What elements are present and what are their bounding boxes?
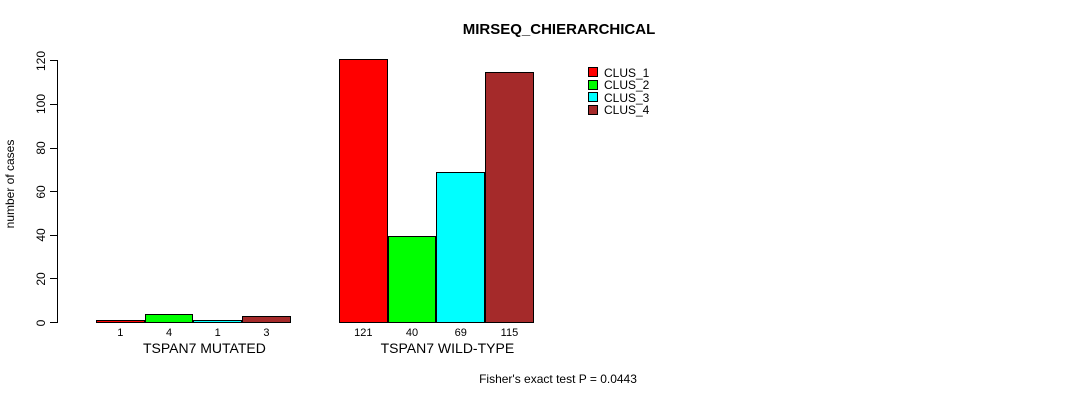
y-tick-label: 40 bbox=[34, 228, 48, 242]
bar-value-label: 4 bbox=[165, 327, 173, 339]
chart-title: MIRSEQ_CHIERARCHICAL bbox=[462, 21, 656, 38]
bar-clus_1-2 bbox=[339, 58, 388, 323]
bar-value-label: 1 bbox=[214, 327, 221, 339]
legend-swatch-clus_3 bbox=[588, 92, 598, 102]
y-tick-mark bbox=[50, 60, 57, 62]
y-tick-mark bbox=[50, 278, 57, 280]
bar-value-label: 1 bbox=[117, 327, 124, 339]
y-tick-label: 0 bbox=[34, 319, 48, 326]
category-label: TSPAN7 MUTATED bbox=[142, 340, 266, 356]
y-tick-mark bbox=[50, 234, 57, 236]
bar-value-label: 121 bbox=[354, 327, 373, 339]
y-tick-label: 60 bbox=[34, 184, 48, 199]
category-label: TSPAN7 WILD-TYPE bbox=[380, 340, 515, 356]
bar-clus_4-1 bbox=[242, 315, 291, 323]
bar-value-label: 69 bbox=[454, 327, 467, 339]
bar-value-label: 40 bbox=[405, 327, 419, 339]
y-tick-label: 20 bbox=[34, 272, 48, 286]
bar-clus_3-1 bbox=[193, 319, 243, 323]
bar-value-label: 3 bbox=[263, 327, 270, 339]
legend-label-clus_2: CLUS_2 bbox=[604, 78, 650, 92]
bar-value-label: 115 bbox=[500, 327, 519, 339]
y-tick-label: 80 bbox=[34, 141, 48, 155]
bar-clus_2-1 bbox=[144, 313, 194, 323]
legend-label-clus_4: CLUS_4 bbox=[604, 103, 650, 117]
y-tick-label: 120 bbox=[34, 50, 48, 71]
y-axis-label: number of cases bbox=[3, 139, 17, 229]
y-tick-mark bbox=[50, 103, 57, 105]
bar-clus_3-2 bbox=[436, 171, 486, 323]
bar-clus_1-1 bbox=[96, 319, 145, 323]
annotation-text: Fisher's exact test P = 0.0443 bbox=[479, 372, 637, 386]
legend-swatch-clus_2 bbox=[588, 79, 598, 90]
y-axis-line bbox=[57, 60, 58, 323]
y-tick-mark bbox=[50, 322, 57, 323]
bar-clus_2-2 bbox=[387, 235, 437, 323]
y-tick-label: 100 bbox=[34, 94, 48, 115]
y-tick-mark bbox=[50, 147, 57, 149]
y-tick-mark bbox=[50, 191, 57, 193]
legend-swatch-clus_1 bbox=[588, 67, 598, 77]
bar-clus_4-2 bbox=[485, 71, 534, 323]
legend-label-clus_3: CLUS_3 bbox=[604, 90, 650, 105]
legend-label-clus_1: CLUS_1 bbox=[604, 65, 650, 80]
legend-swatch-clus_4 bbox=[588, 104, 598, 115]
